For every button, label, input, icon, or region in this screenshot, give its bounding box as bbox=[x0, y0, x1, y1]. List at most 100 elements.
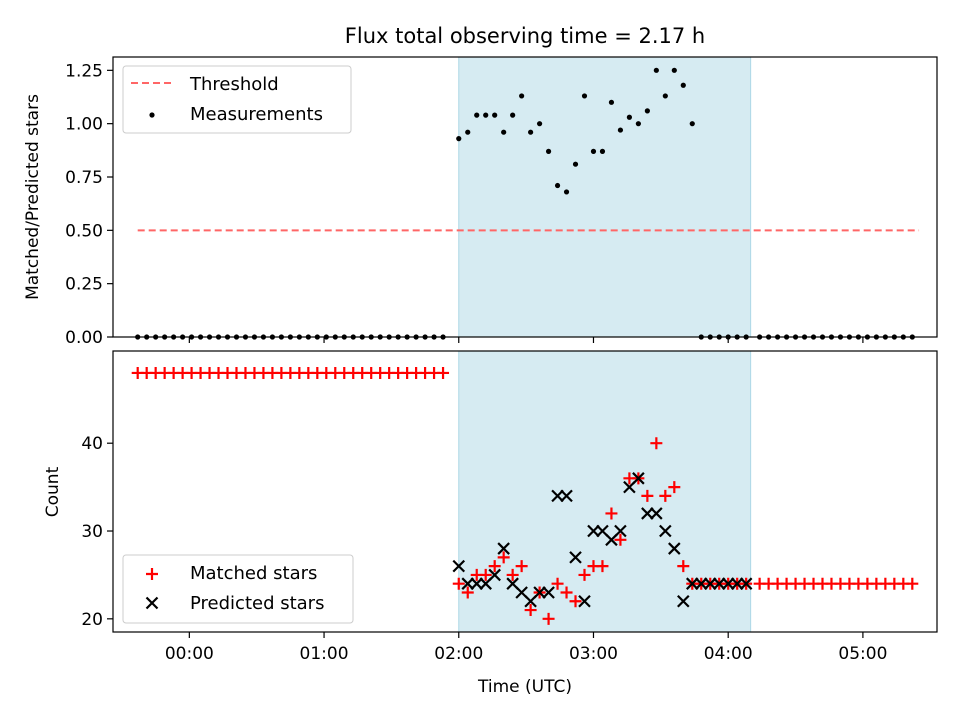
bottom-y-tick-label: 40 bbox=[81, 434, 103, 454]
top-y-tick-label: 0.00 bbox=[65, 328, 103, 348]
x-tick-label: 02:00 bbox=[434, 644, 483, 664]
measurement-point bbox=[608, 99, 615, 105]
matched-star-point bbox=[542, 612, 555, 625]
predicted-star-point bbox=[694, 577, 708, 590]
predicted-star-point bbox=[470, 577, 484, 590]
bottom-y-axis: 20 30 40 bbox=[81, 434, 113, 630]
matched-star-point bbox=[677, 560, 690, 573]
measurement-point bbox=[635, 121, 641, 127]
legend-x-marker bbox=[145, 596, 159, 610]
measurement-point bbox=[554, 182, 561, 189]
measurement-point bbox=[626, 114, 633, 120]
x-tick-label: 04:00 bbox=[704, 644, 753, 664]
chart-title: Flux total observing time = 2.17 h bbox=[345, 24, 705, 48]
measurement-point bbox=[572, 161, 579, 167]
matched-star-point bbox=[650, 437, 663, 450]
bottom-y-tick-label: 30 bbox=[81, 522, 103, 542]
measurement-point bbox=[474, 112, 480, 118]
bottom-y-tick-label: 20 bbox=[81, 610, 103, 630]
matched-star-point bbox=[596, 560, 609, 573]
measurement-point bbox=[599, 148, 606, 154]
matched-star-point bbox=[479, 568, 492, 581]
top-y-tick-label: 0.75 bbox=[65, 168, 103, 188]
predicted-star-point bbox=[668, 542, 681, 555]
measurement-point bbox=[465, 129, 471, 135]
measurement-point bbox=[590, 148, 597, 154]
measurement-point bbox=[680, 82, 686, 88]
legend-predicted-label: Predicted stars bbox=[190, 593, 324, 614]
predicted-star-point bbox=[578, 594, 591, 608]
measurement-point bbox=[653, 67, 659, 73]
legend-plus-marker bbox=[146, 568, 158, 580]
matched-star-point bbox=[641, 489, 654, 502]
predicted-star-point bbox=[614, 524, 627, 538]
predicted-star-point bbox=[703, 577, 717, 590]
matched-star-point bbox=[497, 551, 510, 564]
predicted-star-point bbox=[461, 577, 475, 590]
predicted-star-point bbox=[551, 489, 564, 503]
matched-star-point bbox=[524, 604, 537, 617]
matched-star-point bbox=[614, 533, 627, 546]
predicted-star-point bbox=[569, 551, 582, 564]
legend-matched-swatch bbox=[146, 568, 158, 580]
matched-star-point bbox=[452, 577, 465, 590]
matched-star-point bbox=[515, 560, 528, 573]
bottom-panel: 20 30 40 00:00 01:00 02:00 03:00 04:00 05:00 Co… bbox=[43, 350, 938, 697]
predicted-star-point bbox=[721, 577, 735, 590]
top-y-tick-label: 0.25 bbox=[65, 275, 103, 295]
predicted-star-point bbox=[685, 577, 699, 590]
predicted-star-point bbox=[659, 524, 672, 538]
measurement-point bbox=[617, 127, 624, 133]
predicted-star-point bbox=[587, 524, 600, 538]
measurement-point bbox=[581, 93, 588, 99]
top-legend: Threshold Measurements bbox=[122, 65, 352, 134]
top-y-tick-label: 1.00 bbox=[65, 115, 103, 135]
top-x-ticks bbox=[188, 337, 864, 343]
measurement-point bbox=[689, 121, 695, 127]
x-tick-label: 05:00 bbox=[838, 644, 887, 664]
matched-star-point bbox=[506, 568, 519, 581]
predicted-star-point bbox=[533, 586, 546, 599]
predicted-star-point bbox=[560, 489, 573, 503]
measurement-point bbox=[545, 148, 552, 154]
measurement-point bbox=[644, 108, 650, 114]
top-y-tick-label: 1.25 bbox=[65, 61, 103, 81]
top-y-tick-label: 0.50 bbox=[65, 221, 103, 241]
matched-star-point bbox=[560, 586, 573, 599]
predicted-star-point bbox=[497, 542, 510, 555]
matched-star-point bbox=[659, 489, 672, 502]
bottom-legend: Matched stars Predicted stars bbox=[122, 554, 354, 624]
predicted-star-point bbox=[650, 507, 663, 520]
predicted-star-point bbox=[730, 577, 744, 590]
measurement-point bbox=[536, 121, 543, 127]
predicted-star-point bbox=[677, 594, 690, 608]
matched-star-point bbox=[668, 481, 681, 494]
legend-measurements-swatch bbox=[149, 112, 155, 118]
measurement-point bbox=[456, 136, 462, 142]
top-panel: 0.00 0.25 0.50 0.75 1.00 1.25 Matched/Predict… bbox=[23, 56, 938, 348]
predicted-star-point bbox=[712, 577, 726, 590]
bottom-axes-frame bbox=[112, 350, 938, 633]
predicted-star-point bbox=[632, 472, 645, 485]
measurement-point bbox=[510, 112, 516, 118]
measurement-point bbox=[528, 129, 534, 135]
top-y-axis: 0.00 0.25 0.50 0.75 1.00 1.25 bbox=[65, 61, 113, 348]
x-tick-label: 01:00 bbox=[300, 644, 349, 664]
measurement-point bbox=[671, 67, 677, 73]
predicted-stars-series bbox=[452, 472, 753, 608]
top-axes-frame bbox=[112, 56, 938, 338]
predicted-star-point bbox=[452, 559, 466, 573]
matched-star-point bbox=[551, 577, 564, 590]
bottom-y-axis-label: Count bbox=[43, 466, 63, 517]
legend-threshold-label: Threshold bbox=[189, 74, 279, 95]
legend-predicted-swatch bbox=[145, 596, 159, 610]
measurement-point bbox=[483, 112, 489, 118]
matched-star-point bbox=[605, 507, 618, 520]
matched-star-point bbox=[906, 577, 919, 590]
matched-star-point bbox=[488, 560, 501, 573]
legend-matched-label: Matched stars bbox=[190, 563, 317, 584]
matched-star-point bbox=[437, 366, 450, 379]
predicted-star-point bbox=[542, 586, 555, 599]
predicted-star-point bbox=[641, 507, 654, 520]
